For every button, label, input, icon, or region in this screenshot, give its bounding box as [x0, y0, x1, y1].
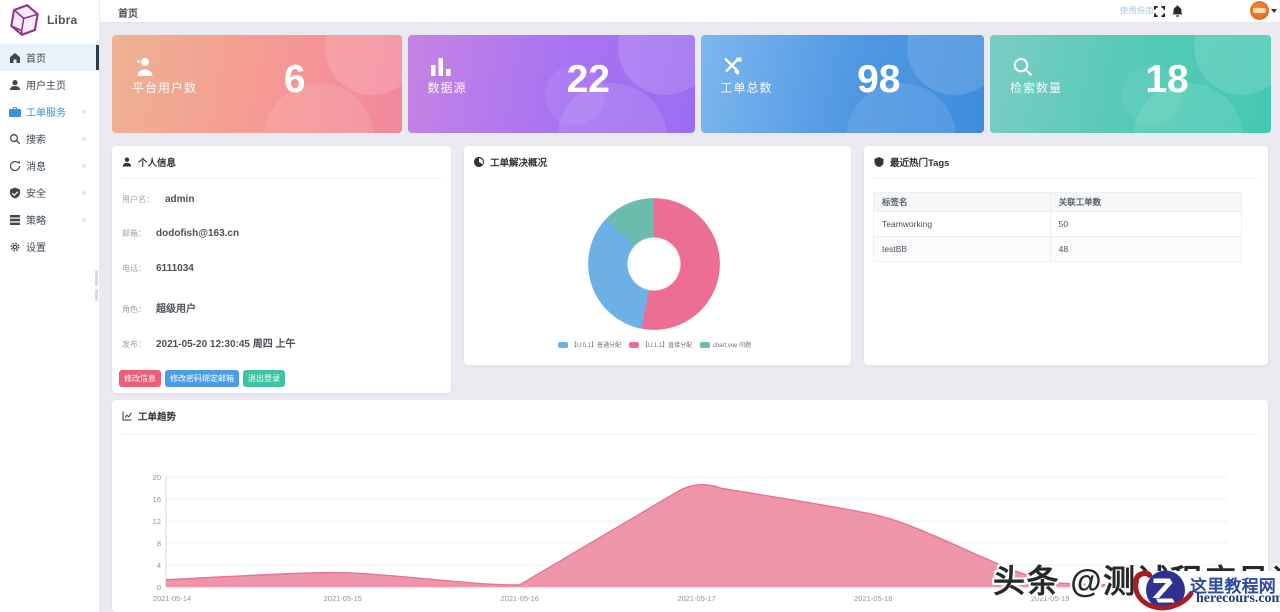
- svg-text:2021-05-18: 2021-05-18: [854, 594, 892, 603]
- svg-text:4: 4: [157, 561, 161, 570]
- svg-text:8: 8: [157, 539, 161, 548]
- svg-text:16: 16: [153, 495, 161, 504]
- svg-text:2021-05-17: 2021-05-17: [677, 594, 715, 603]
- svg-text:20: 20: [153, 473, 161, 482]
- svg-text:2021-05-14: 2021-05-14: [153, 594, 191, 603]
- svg-text:12: 12: [153, 517, 161, 526]
- svg-text:2021-05-15: 2021-05-15: [324, 594, 362, 603]
- svg-text:0: 0: [157, 583, 161, 592]
- svg-text:2021-05-16: 2021-05-16: [501, 594, 539, 603]
- svg-text:2021-05-19: 2021-05-19: [1031, 594, 1069, 603]
